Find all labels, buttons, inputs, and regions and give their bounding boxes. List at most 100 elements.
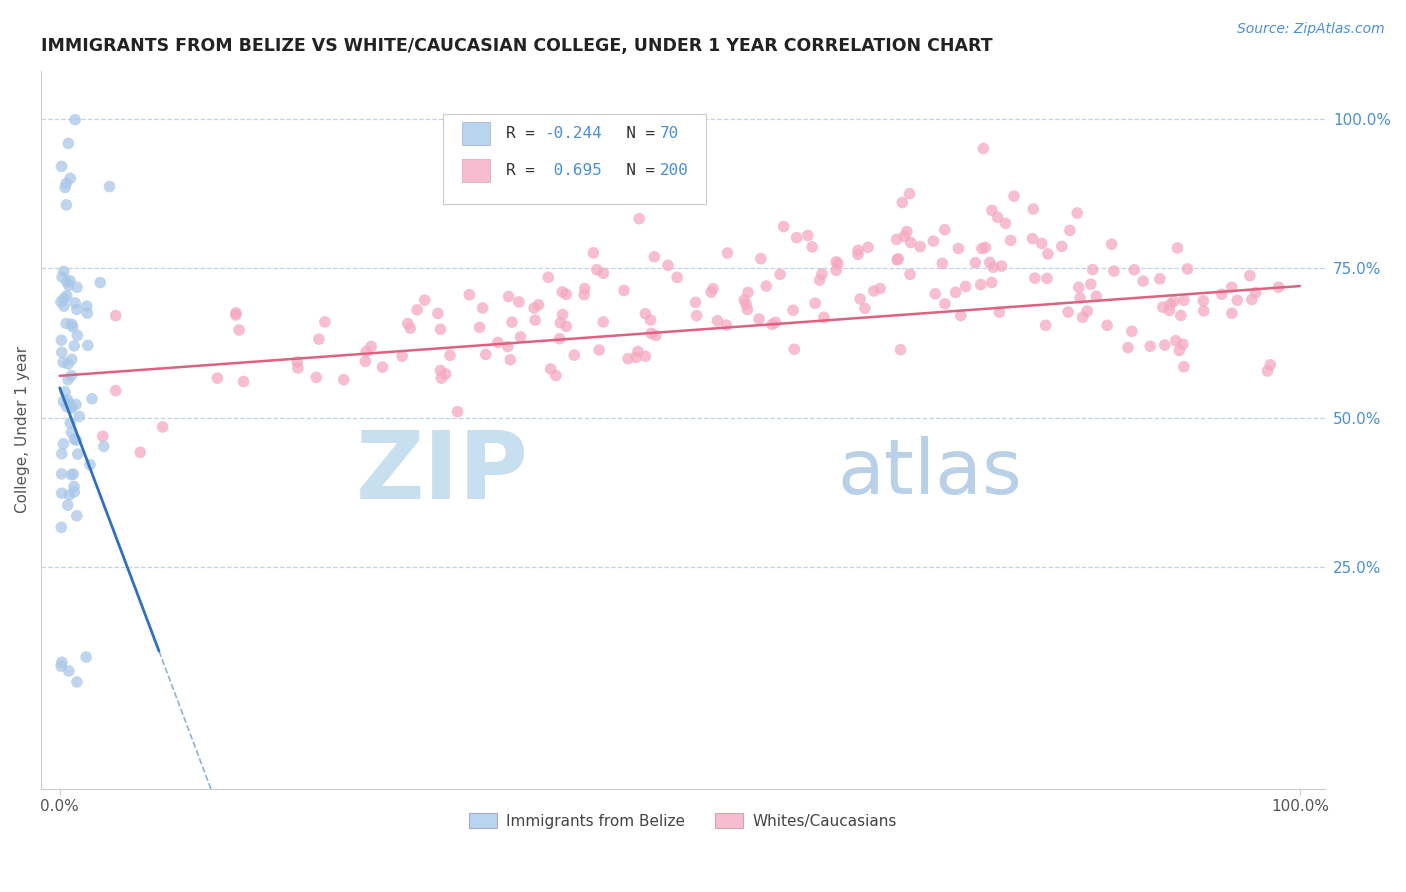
Point [1066, 206, 1088, 220]
Point [934, 223, 956, 237]
Point [58, 488, 80, 502]
Point [769, 268, 792, 282]
Point [308, 332, 330, 346]
Point [499, 352, 522, 367]
Point [439, 348, 461, 362]
Point [89, 276, 111, 290]
Point [287, 361, 309, 376]
Point [1149, 272, 1171, 286]
Point [555, 319, 578, 334]
Point [898, 268, 921, 282]
Point [1159, 303, 1181, 318]
Point [51, 333, 73, 347]
Point [1080, 277, 1102, 292]
Point [51, 520, 73, 534]
Point [980, 203, 1002, 218]
Point [53, 180, 76, 194]
Point [60, 425, 83, 440]
Point [908, 240, 931, 254]
FancyBboxPatch shape [443, 114, 706, 203]
Point [333, 373, 356, 387]
Point [458, 287, 481, 301]
Point [1036, 271, 1059, 285]
Point [60, 368, 83, 383]
Point [1002, 189, 1025, 203]
Point [643, 250, 665, 264]
Point [922, 234, 945, 248]
Point [613, 284, 636, 298]
Point [813, 310, 835, 325]
Point [426, 306, 449, 320]
Text: atlas: atlas [837, 435, 1022, 509]
Point [79, 458, 101, 472]
Point [555, 287, 578, 301]
Point [585, 262, 607, 277]
Point [60, 317, 83, 331]
Point [53, 291, 76, 305]
Point [949, 309, 972, 323]
Point [562, 348, 585, 362]
Point [1121, 324, 1143, 338]
Point [509, 330, 531, 344]
Point [716, 246, 738, 260]
FancyBboxPatch shape [463, 159, 491, 182]
Point [735, 297, 758, 311]
Point [755, 279, 778, 293]
Point [80, 392, 103, 406]
Point [98, 179, 121, 194]
Text: ZIP: ZIP [356, 426, 529, 519]
Point [232, 375, 254, 389]
Point [52, 437, 75, 451]
Point [1057, 305, 1080, 319]
Point [990, 259, 1012, 273]
Point [846, 247, 869, 261]
Point [55, 289, 77, 303]
Point [592, 266, 614, 280]
Point [55, 317, 77, 331]
Point [360, 339, 382, 353]
Point [797, 228, 820, 243]
Text: IMMIGRANTS FROM BELIZE VS WHITE/CAUCASIAN COLLEGE, UNDER 1 YEAR CORRELATION CHAR: IMMIGRANTS FROM BELIZE VS WHITE/CAUCASIA… [41, 37, 993, 55]
Point [1067, 280, 1090, 294]
Point [51, 447, 73, 461]
Point [782, 303, 804, 318]
Point [827, 256, 849, 270]
Point [1166, 241, 1188, 255]
Point [51, 655, 73, 669]
Point [63, 296, 86, 310]
Point [891, 195, 914, 210]
Point [207, 371, 229, 385]
Point [486, 335, 509, 350]
Point [685, 295, 707, 310]
Point [574, 282, 596, 296]
Point [446, 405, 468, 419]
Point [825, 255, 848, 269]
Point [371, 360, 394, 375]
Point [55, 400, 77, 414]
Point [1256, 364, 1278, 378]
Point [305, 370, 328, 384]
Point [59, 416, 82, 430]
Point [887, 252, 910, 266]
Point [666, 270, 689, 285]
Point [544, 368, 567, 383]
Point [634, 349, 657, 363]
Point [862, 284, 884, 298]
Point [59, 274, 82, 288]
Point [772, 219, 794, 234]
Point [1226, 293, 1249, 308]
Point [733, 293, 755, 307]
Point [706, 314, 728, 328]
Point [52, 264, 75, 278]
Point [716, 318, 738, 332]
Point [429, 322, 451, 336]
Point [1123, 262, 1146, 277]
Point [56, 357, 79, 371]
Point [56, 498, 79, 512]
Point [853, 301, 876, 316]
Point [808, 273, 831, 287]
Point [66, 302, 89, 317]
Point [945, 285, 967, 300]
Point [63, 479, 86, 493]
Point [811, 267, 834, 281]
